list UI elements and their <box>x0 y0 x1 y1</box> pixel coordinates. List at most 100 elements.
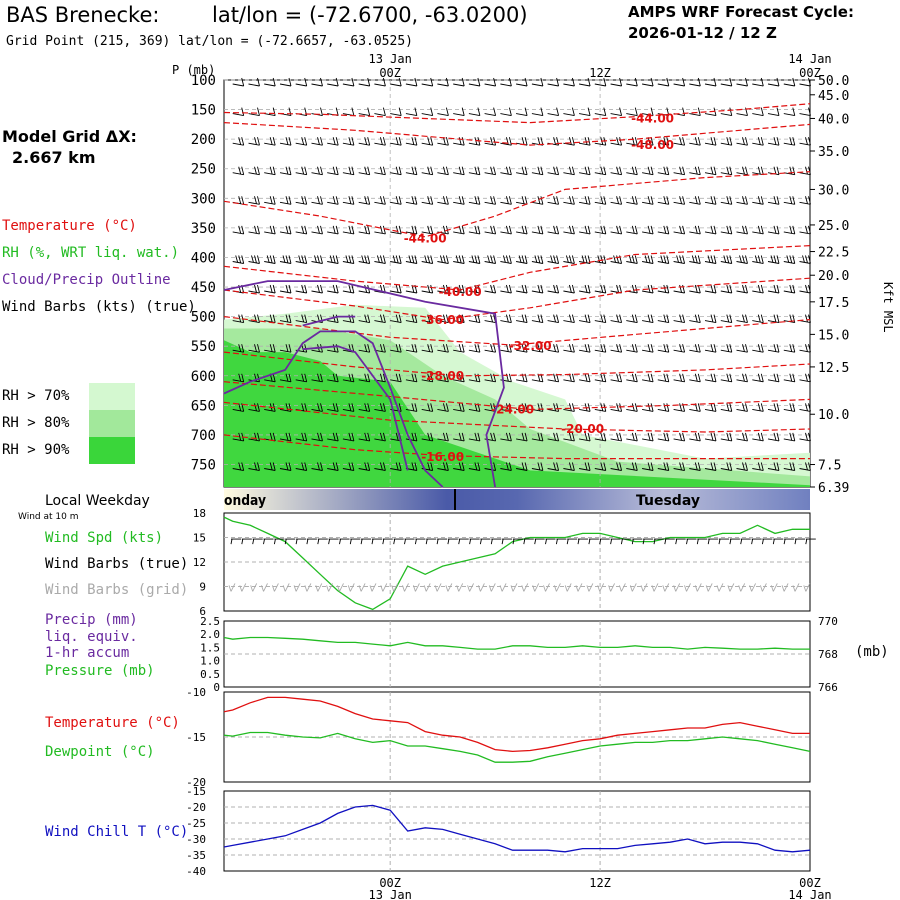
wind-barb <box>547 344 560 353</box>
precip-tick-label: 0.5 <box>200 668 220 681</box>
surface-wind-barb <box>393 538 404 545</box>
wind-barb <box>342 462 355 471</box>
temperature-contour-label: -16.00 <box>421 450 464 464</box>
wind-barb <box>295 77 308 87</box>
wind-barb <box>563 314 575 324</box>
wind-barb <box>563 373 575 383</box>
wind-barb <box>374 255 386 264</box>
surface-wind-barb <box>273 538 285 545</box>
pressure-line <box>223 636 810 650</box>
wind-barb <box>689 255 701 264</box>
wind-barb <box>279 432 292 442</box>
pressure-unit-label: (mb) <box>855 644 889 660</box>
day-bar <box>224 489 810 510</box>
wind-barb <box>657 284 670 294</box>
wind-barb <box>327 225 339 235</box>
wind-barb <box>799 373 811 383</box>
precip-pressure-panel: 00.51.01.52.02.5 766 768 770 (mb) Precip (mm)… <box>45 612 889 694</box>
wind-barb <box>358 255 371 264</box>
wind-barb <box>248 344 260 353</box>
wind-barb <box>579 166 591 176</box>
wind-barb <box>752 284 764 294</box>
wind-barb <box>752 403 764 412</box>
precip-tick-label: 2.0 <box>200 628 220 641</box>
grid-wind-barb <box>586 583 594 592</box>
rh-legend-label: RH > 70% <box>2 388 70 404</box>
wind-barb <box>673 137 686 146</box>
grid-wind-barb <box>293 583 301 592</box>
precip-tick-label: 1.0 <box>200 655 220 668</box>
grid-wind-barb <box>684 583 691 592</box>
wind-barb <box>295 462 308 471</box>
wind-barb <box>421 344 434 353</box>
wind-barb <box>736 403 748 412</box>
temperature-contour-label: -44.00 <box>404 232 447 246</box>
surface-wind-barb <box>772 538 784 545</box>
wind-barb <box>374 314 386 324</box>
wind-barb <box>626 196 638 205</box>
pressure-tick-label: 250 <box>191 162 216 178</box>
wind-barb <box>720 107 733 117</box>
temperature-contour-label: -20.00 <box>561 422 604 436</box>
wind-barb <box>563 432 575 442</box>
wind-barb <box>657 462 670 471</box>
wind-chill-legend-label: Wind Chill T (°C) <box>45 824 188 840</box>
surface-wind-barb <box>479 538 491 545</box>
wind-barb <box>437 462 449 471</box>
wind-barb <box>720 373 733 383</box>
surface-wind-barb <box>447 538 458 545</box>
wind-barb <box>232 166 245 176</box>
wind-barb <box>295 196 308 205</box>
wind-barb <box>799 344 811 353</box>
wind-barb <box>626 137 638 146</box>
wind-barb <box>720 77 733 87</box>
temperature-contour-label: -32.00 <box>509 339 552 353</box>
wind-barb <box>279 462 292 471</box>
grid-wind-barb <box>228 583 236 592</box>
wind-barb <box>579 432 591 442</box>
wind-barb <box>563 255 575 264</box>
wind-barb <box>579 196 591 205</box>
wind-barb <box>500 462 512 471</box>
wind-barb <box>547 166 560 176</box>
day-label-tuesday: Tuesday <box>636 493 700 509</box>
grid-wind-barb <box>358 583 366 592</box>
temperature-contour-label: -48.00 <box>631 138 674 152</box>
grid-wind-barb <box>304 583 312 592</box>
grid-wind-barb <box>673 583 681 592</box>
grid-wind-barb <box>456 583 464 592</box>
cloud-outline <box>223 280 505 488</box>
rh-legend-label: RH > 90% <box>2 442 70 458</box>
wind-barb <box>704 166 717 176</box>
wind-barb <box>358 196 371 205</box>
wind-barb <box>516 166 528 176</box>
wind-barb <box>516 432 528 442</box>
wind-barb <box>579 284 591 294</box>
wind-barb <box>421 137 434 146</box>
local-weekday-label: Local Weekday <box>45 493 150 509</box>
wind-barb <box>468 255 481 264</box>
wind-barb <box>563 77 575 87</box>
wind-barb <box>295 314 308 324</box>
grid-wind-barb <box>618 583 626 592</box>
wind-barb <box>704 403 717 412</box>
wind-barb <box>799 196 811 205</box>
wind-barb <box>689 137 701 146</box>
wind-barb <box>453 107 465 117</box>
surface-wind-barb <box>425 538 437 545</box>
wind-barb <box>752 432 764 442</box>
wind-barb <box>453 166 465 176</box>
wind-barb <box>767 77 780 87</box>
wind-barb <box>783 403 796 412</box>
wind-barb <box>516 225 528 235</box>
wind-barb <box>594 344 607 353</box>
wind-barb <box>531 225 544 235</box>
wind-barb <box>374 196 386 205</box>
wind-height-label: Wind at 10 m <box>18 512 78 522</box>
wind-barb <box>626 225 638 235</box>
wind-barb <box>248 137 260 146</box>
wind-barb <box>390 373 402 383</box>
wind-barb <box>327 284 339 294</box>
precip-legend-label: 1-hr accum <box>45 645 129 661</box>
wind-barb <box>531 166 544 176</box>
